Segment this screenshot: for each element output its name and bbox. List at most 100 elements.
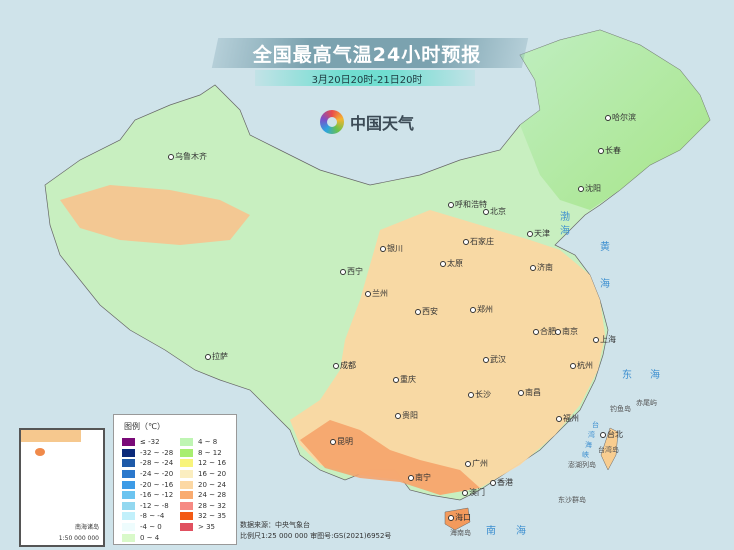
city-name: 西安 xyxy=(422,307,438,316)
city-name: 上海 xyxy=(600,335,616,344)
legend-item: 28 ~ 32 xyxy=(180,501,226,512)
legend-label: -16 ~ -12 xyxy=(140,491,174,500)
map-subtitle: 3月20日20时-21日20时 xyxy=(311,75,423,86)
legend-item: 4 ~ 8 xyxy=(180,437,226,448)
city-dot-icon xyxy=(205,353,211,360)
city-label: 兰州 xyxy=(365,288,388,299)
city-dot-icon xyxy=(463,238,469,245)
legend-label: 8 ~ 12 xyxy=(198,448,222,457)
city-name: 北京 xyxy=(490,207,506,216)
city-name: 西宁 xyxy=(347,267,363,276)
city-dot-icon xyxy=(408,474,414,481)
city-name: 香港 xyxy=(497,478,513,487)
legend-swatch xyxy=(122,448,135,457)
city-name: 济南 xyxy=(537,263,553,272)
legend-label: -32 ~ -28 xyxy=(140,448,174,457)
legend-item: 0 ~ 4 xyxy=(122,532,173,543)
city-label: 福州 xyxy=(556,413,579,424)
city-name: 南昌 xyxy=(525,388,541,397)
city-label: 沈阳 xyxy=(578,183,601,194)
city-label: 广州 xyxy=(465,458,488,469)
island-label: 台湾岛 xyxy=(598,446,619,454)
island-label: 澎湖列岛 xyxy=(568,461,596,469)
city-dot-icon xyxy=(448,514,454,521)
legend-item: -12 ~ -8 xyxy=(122,501,173,512)
island-label: 钓鱼岛 xyxy=(610,405,631,413)
legend-swatch xyxy=(180,459,193,468)
sea-label: 南 xyxy=(486,526,496,537)
map-title: 全国最高气温24小时预报 xyxy=(252,44,482,66)
city-dot-icon xyxy=(380,245,386,252)
city-dot-icon xyxy=(168,153,174,160)
legend-swatch xyxy=(180,501,193,510)
sea-label: 海 xyxy=(650,370,660,381)
legend-swatch xyxy=(180,480,193,489)
city-dot-icon xyxy=(598,147,604,154)
city-label: 西宁 xyxy=(340,266,363,277)
brand-logo-icon xyxy=(320,110,344,134)
legend-item: 32 ~ 35 xyxy=(180,511,226,522)
city-label: 太原 xyxy=(440,258,463,269)
inset-scale: 1:50 000 000 xyxy=(58,535,99,542)
city-name: 哈尔滨 xyxy=(612,113,636,122)
city-name: 长春 xyxy=(605,146,621,155)
city-dot-icon xyxy=(415,308,421,315)
legend-item: -16 ~ -12 xyxy=(122,490,173,501)
sea-label: 东 xyxy=(622,370,632,381)
legend-swatch xyxy=(180,512,193,521)
data-source: 数据来源：中央气象台 xyxy=(240,521,310,529)
island-label: 海南岛 xyxy=(450,529,471,537)
city-name: 长沙 xyxy=(475,390,491,399)
city-name: 南京 xyxy=(562,327,578,336)
city-dot-icon xyxy=(448,201,454,208)
city-label: 哈尔滨 xyxy=(605,112,636,123)
legend-item: > 35 xyxy=(180,522,226,533)
city-name: 武汉 xyxy=(490,355,506,364)
city-dot-icon xyxy=(527,230,533,237)
legend-swatch xyxy=(122,438,135,447)
legend-column: ≤ -32 -32 ~ -28 -28 ~ -24 -24 ~ -20 -20 ~ -1… xyxy=(122,437,173,543)
city-dot-icon xyxy=(556,415,562,422)
legend-item: 20 ~ 24 xyxy=(180,479,226,490)
brand-logo: 中国天气 xyxy=(320,110,414,134)
source-info: 数据来源：中央气象台 比例尺1:25 000 000 审图号:GS(2021)6… xyxy=(240,520,391,542)
city-label: 郑州 xyxy=(470,304,493,315)
legend-label: -28 ~ -24 xyxy=(140,459,174,468)
city-label: 拉萨 xyxy=(205,351,228,362)
city-label: 台北 xyxy=(600,429,623,440)
legend-label: 20 ~ 24 xyxy=(198,480,227,489)
city-dot-icon xyxy=(600,431,606,438)
city-dot-icon xyxy=(533,328,539,335)
city-name: 南宁 xyxy=(415,473,431,482)
legend-item: 16 ~ 20 xyxy=(180,469,226,480)
legend-swatch xyxy=(122,491,135,500)
legend-title: 图例（℃） xyxy=(124,422,165,431)
hot-south xyxy=(300,420,480,495)
city-name: 天津 xyxy=(534,229,550,238)
city-label: 南昌 xyxy=(518,387,541,398)
island-label: 赤尾屿 xyxy=(636,399,657,407)
city-dot-icon xyxy=(365,290,371,297)
sea-label: 渤 xyxy=(560,212,570,223)
city-name: 昆明 xyxy=(337,437,353,446)
legend-label: 28 ~ 32 xyxy=(198,501,227,510)
city-label: 海口 xyxy=(448,512,471,523)
legend-swatch xyxy=(122,512,135,521)
city-name: 成都 xyxy=(340,361,356,370)
city-label: 昆明 xyxy=(330,436,353,447)
city-dot-icon xyxy=(330,438,336,445)
legend-label: -8 ~ -4 xyxy=(140,512,165,521)
legend-label: 16 ~ 20 xyxy=(198,470,227,479)
city-name: 沈阳 xyxy=(585,184,601,193)
city-name: 贵阳 xyxy=(402,411,418,420)
city-label: 长沙 xyxy=(468,389,491,400)
inset-label: 南海诸岛 xyxy=(74,524,99,531)
city-dot-icon xyxy=(555,328,561,335)
city-name: 拉萨 xyxy=(212,352,228,361)
city-dot-icon xyxy=(333,362,339,369)
legend-item: -20 ~ -16 xyxy=(122,479,173,490)
city-label: 济南 xyxy=(530,262,553,273)
city-name: 福州 xyxy=(563,414,579,423)
